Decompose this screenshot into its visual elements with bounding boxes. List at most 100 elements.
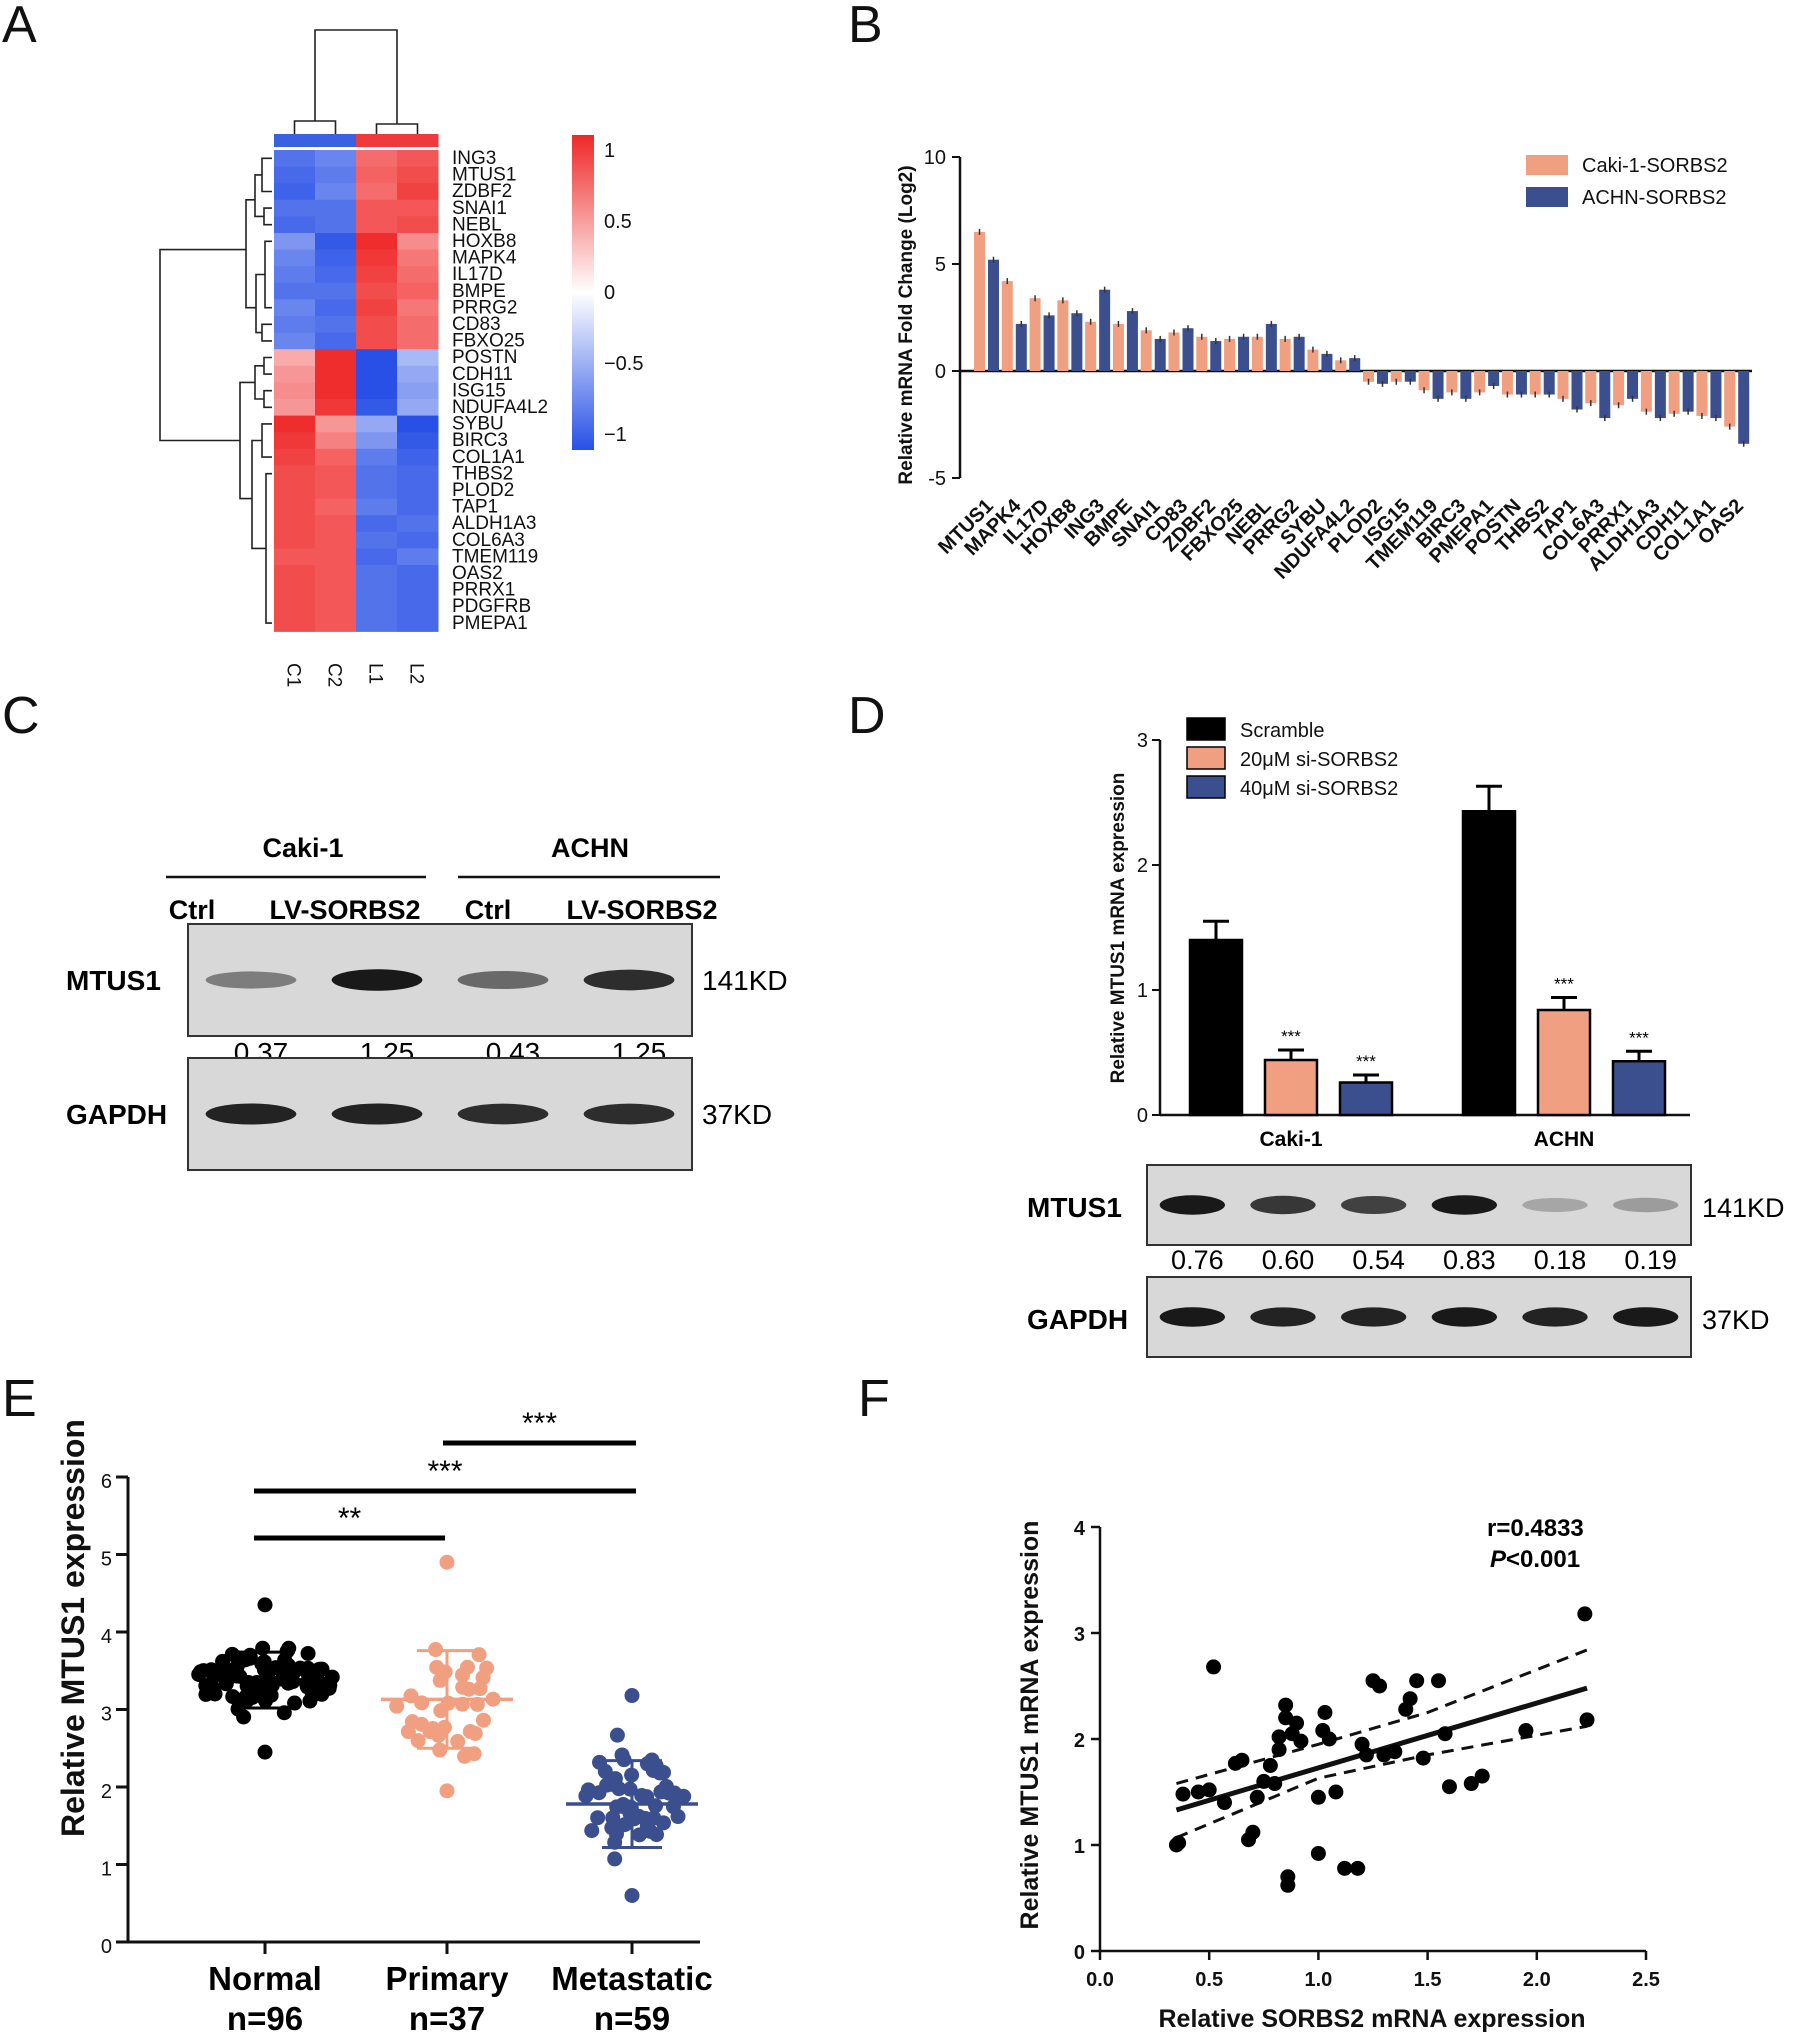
heatmap-cell <box>397 365 439 383</box>
e-data-point <box>634 1787 650 1803</box>
e-group-n: n=96 <box>227 2000 303 2033</box>
e-data-point <box>626 1811 642 1827</box>
blot-c-lane-1: Ctrl <box>169 895 216 925</box>
correlation-scatter: 0.0 0.5 1.0 1.5 2.0 2.5 0 1 2 3 4 Relative SORBS2 … <box>1016 1515 1660 2033</box>
heatmap-cell <box>315 399 357 417</box>
d-significance: *** <box>1554 975 1574 994</box>
b-bar <box>1071 313 1083 371</box>
dendrogram-branch <box>263 207 272 226</box>
heatmap-cell <box>356 199 398 217</box>
e-data-point <box>433 1703 449 1719</box>
b-bar <box>1696 371 1708 416</box>
f-data-point <box>1415 1750 1431 1766</box>
f-data-point <box>1280 1877 1296 1893</box>
e-data-point <box>611 1781 627 1797</box>
heatmap-cell <box>315 531 357 549</box>
panel-label-e: E <box>2 1370 37 1428</box>
heatmap-cell <box>274 199 316 217</box>
blot-c-row-label: MTUS1 <box>66 965 161 996</box>
heatmap-cell <box>274 581 316 599</box>
d-bar <box>1338 1081 1394 1117</box>
heatmap-cell <box>397 332 439 350</box>
e-data-point <box>314 1661 330 1677</box>
heatmap-cell <box>356 249 398 267</box>
heatmap-row-label: IL17D <box>452 264 503 285</box>
e-data-point <box>653 1784 669 1800</box>
b-bar <box>1488 371 1500 386</box>
blot-c-size-label: 141KD <box>702 965 788 996</box>
heatmap-cell <box>274 465 316 483</box>
e-data-point <box>439 1554 455 1570</box>
mtus1-y-axis-title: Relative MTUS1 mRNA expression <box>1108 773 1129 1084</box>
e-data-point <box>321 1680 337 1696</box>
heatmap-row-label: PLOD2 <box>452 480 514 501</box>
d-bar <box>1263 1058 1319 1117</box>
b-bar <box>1099 289 1111 371</box>
f-data-point <box>1293 1733 1309 1749</box>
e-data-point <box>300 1645 316 1661</box>
e-data-point <box>461 1681 477 1697</box>
b-bar <box>1015 323 1027 371</box>
d-y-tick-label: 2 <box>1137 855 1148 877</box>
fold-change-bar-chart: -50510MTUS1MAPK4IL17DHOXB8ING3BMPESNAI1C… <box>896 147 1752 584</box>
b-bar <box>1682 371 1694 412</box>
f-x-tick-label: 0.5 <box>1195 1969 1223 1991</box>
heatmap-cell <box>274 233 316 251</box>
heatmap-cell <box>274 548 316 566</box>
e-data-point <box>403 1688 419 1704</box>
e-significance-label: ** <box>338 1502 362 1535</box>
legend-label-achn: ACHN-SORBS2 <box>1582 187 1726 209</box>
heatmap-cell <box>356 365 398 383</box>
e-data-point <box>459 1659 475 1675</box>
heatmap-cell <box>356 531 398 549</box>
heatmap-cell <box>397 598 439 616</box>
heatmap-row-label: ISG15 <box>452 380 506 401</box>
f-data-point <box>1387 1744 1403 1760</box>
blot-band <box>1159 1195 1225 1215</box>
heatmap-cell <box>315 150 357 168</box>
b-bar <box>1335 360 1347 371</box>
heatmap-cell <box>356 415 398 433</box>
e-group-n: n=59 <box>594 2000 670 2033</box>
e-data-point <box>257 1744 273 1760</box>
heatmap-cell <box>397 465 439 483</box>
e-data-point <box>609 1727 625 1743</box>
b-bar <box>1279 338 1291 371</box>
b-bar <box>1404 371 1416 382</box>
f-data-point <box>1463 1776 1479 1792</box>
blot-band <box>583 1103 675 1125</box>
heatmap-cell <box>274 299 316 317</box>
e-data-point <box>224 1646 240 1662</box>
d-y-tick-label: 1 <box>1137 980 1148 1002</box>
blot-d-row-label: MTUS1 <box>1027 1192 1122 1223</box>
dendrogram-branch <box>245 199 256 309</box>
heatmap-cell <box>356 448 398 466</box>
heatmap-dendrogram <box>159 29 419 624</box>
heatmap-cell <box>397 299 439 317</box>
heatmap-cell <box>356 598 398 616</box>
heatmap-cell <box>397 282 439 300</box>
b-bar <box>1460 371 1472 399</box>
d-significance: *** <box>1629 1028 1649 1047</box>
b-bar <box>1446 371 1458 393</box>
heatmap-cell <box>397 581 439 599</box>
panel-label-d: D <box>848 687 886 745</box>
heatmap-cell <box>315 515 357 533</box>
e-data-point <box>631 1827 647 1843</box>
heatmap-row-label: TMEM119 <box>452 546 538 567</box>
b-bar <box>1529 371 1541 395</box>
e-data-point <box>590 1810 606 1826</box>
e-data-point <box>467 1725 483 1741</box>
e-data-point <box>624 1888 640 1903</box>
heatmap-cell <box>274 498 316 516</box>
e-data-point <box>203 1662 219 1678</box>
heatmap-row-label: CD83 <box>452 314 501 335</box>
f-data-point <box>1175 1786 1191 1802</box>
f-data-point <box>1206 1659 1222 1675</box>
blot-d-strips: MTUS1 141KD 0.76 0.60 0.54 0.83 0.18 0.19 GAPDH 3… <box>1027 1164 1785 1358</box>
heatmap-row-label: ING3 <box>452 148 496 169</box>
heatmap-cell <box>274 349 316 367</box>
b-bar <box>1154 338 1166 371</box>
